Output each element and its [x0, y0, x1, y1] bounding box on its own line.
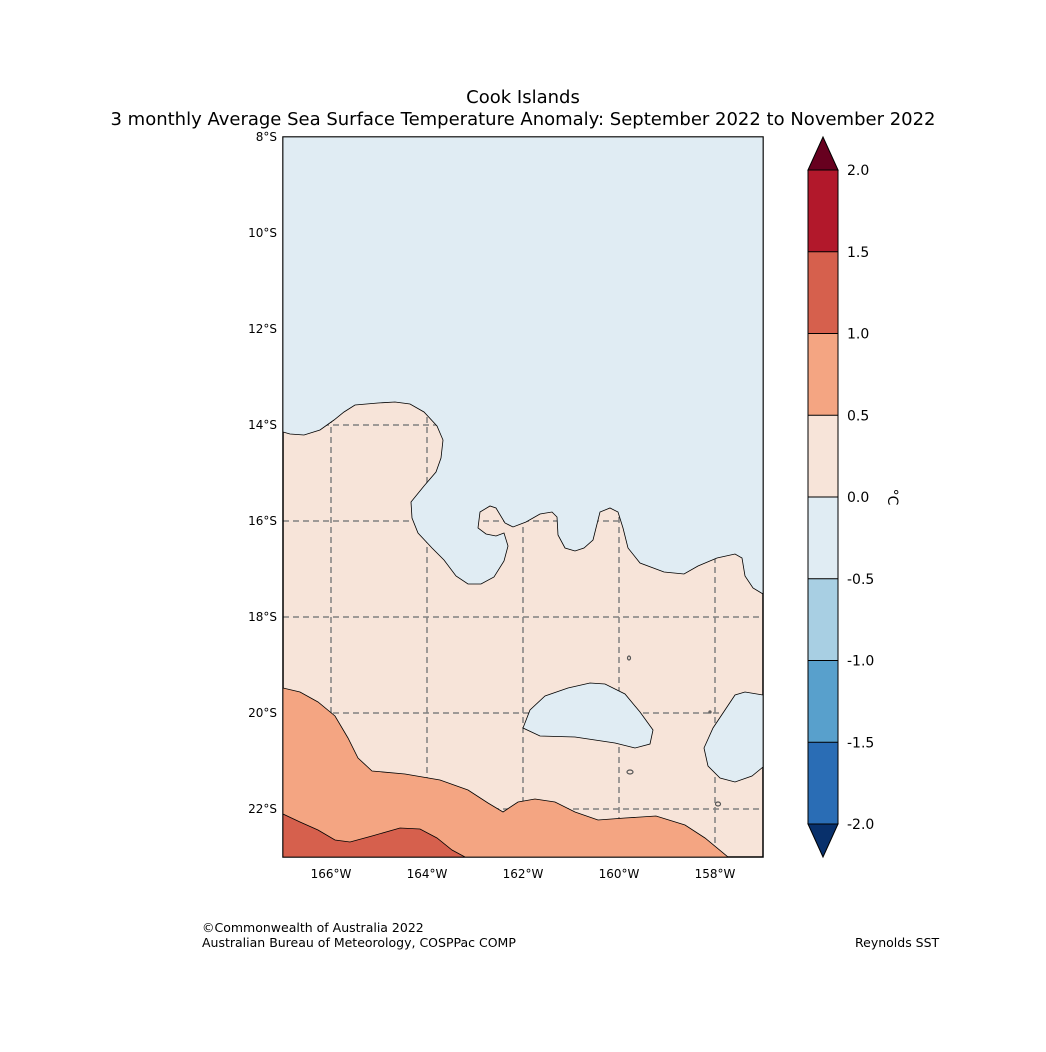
- copyright-text: ©Commonwealth of Australia 2022: [202, 920, 424, 935]
- island-outline: [626, 769, 634, 775]
- colorbar-frame: [807, 169, 839, 825]
- agency-text: Australian Bureau of Meteorology, COSPPa…: [202, 935, 516, 950]
- colorbar-tick-label: -1.5: [847, 735, 874, 751]
- colorbar-tick-label: 1.0: [847, 327, 869, 343]
- longitude-labels: 166°W 164°W 162°W 160°W 158°W: [311, 867, 736, 881]
- colorbar-segment: [808, 661, 838, 742]
- latitude-label: 8°S: [256, 130, 277, 144]
- colorbar-over-triangle: [807, 135, 839, 171]
- latitude-label: 18°S: [248, 610, 277, 624]
- colorbar-tick-label: 1.5: [847, 245, 869, 261]
- colorbar-under-triangle: [807, 823, 839, 859]
- latitude-label: 20°S: [248, 706, 277, 720]
- colorbar-tick-label: 0.0: [847, 490, 869, 506]
- island-outline: [714, 801, 722, 807]
- colorbar-segment: [808, 742, 838, 824]
- latitude-label: 14°S: [248, 418, 277, 432]
- colorbar-tick-label: -0.5: [847, 572, 874, 588]
- latitude-labels: 8°S 10°S 12°S 14°S 16°S 18°S 20°S 22°S: [248, 130, 277, 816]
- longitude-label: 164°W: [407, 867, 448, 881]
- colorbar-tick-label: -2.0: [847, 817, 874, 833]
- colorbar-tick-label: 2.0: [847, 163, 869, 179]
- colorbar-tick-label: 0.5: [847, 408, 869, 424]
- map-subtitle: 3 monthly Average Sea Surface Temperatur…: [110, 109, 936, 130]
- colorbar-segment: [808, 579, 838, 661]
- latitude-label: 12°S: [248, 322, 277, 336]
- latitude-label: 16°S: [248, 514, 277, 528]
- longitude-label: 162°W: [503, 867, 544, 881]
- islands: [626, 655, 748, 807]
- longitude-label: 160°W: [599, 867, 640, 881]
- data-source-text: Reynolds SST: [855, 935, 940, 950]
- longitude-label: 166°W: [311, 867, 352, 881]
- colorbar-tick-label: -1.0: [847, 654, 874, 670]
- colorbar-unit-label: °C: [884, 489, 900, 506]
- colorbar: 2.0 1.5 1.0 0.5 0.0 -0.5 -1.0 -1.5 -2.0 °C: [807, 135, 900, 859]
- colorbar-segment: [808, 252, 838, 334]
- longitude-label: 158°W: [695, 867, 736, 881]
- latitude-label: 22°S: [248, 802, 277, 816]
- island-outline: [708, 710, 712, 714]
- latitude-label: 10°S: [248, 226, 277, 240]
- colorbar-segment: [808, 334, 838, 415]
- colorbar-segment: [808, 170, 838, 252]
- colorbar-segment: [808, 415, 838, 497]
- island-outline: [626, 655, 632, 661]
- map-title: Cook Islands: [466, 87, 580, 108]
- colorbar-segment: [808, 497, 838, 579]
